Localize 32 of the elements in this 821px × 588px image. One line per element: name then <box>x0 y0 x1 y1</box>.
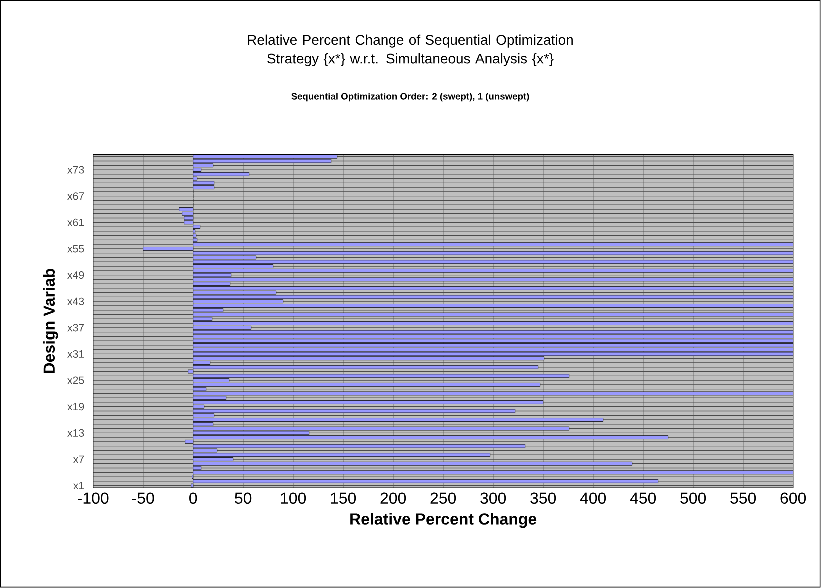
y-tick-label: x67 <box>68 192 84 200</box>
y-tick-label: x73 <box>68 166 84 174</box>
y-tick-label: x49 <box>68 272 84 280</box>
x-tick-label: 100 <box>281 492 306 504</box>
y-tick-label: x7 <box>73 456 84 464</box>
x-tick-label: 400 <box>580 492 606 504</box>
y-axis-title: Design Variab <box>43 269 58 374</box>
x-tick-label: 300 <box>480 492 506 504</box>
y-tick-label: x61 <box>68 218 84 226</box>
x-tick-label: 250 <box>430 492 456 504</box>
y-tick-label: x31 <box>68 350 84 358</box>
x-tick-label: 0 <box>190 492 198 504</box>
x-tick-label: 50 <box>235 492 252 504</box>
y-tick-label: x19 <box>68 403 84 411</box>
x-tick-label: -100 <box>78 492 109 504</box>
x-tick-label: 500 <box>680 492 706 504</box>
x-tick-label: 200 <box>380 492 406 504</box>
y-tick-label: x37 <box>68 324 84 332</box>
x-tick-label: 550 <box>730 492 756 504</box>
x-axis-title: Relative Percent Change <box>350 513 537 528</box>
x-tick-label: -50 <box>132 492 154 504</box>
x-tick-label: 150 <box>331 492 356 504</box>
y-tick-label: x55 <box>68 245 84 253</box>
x-tick-label: 600 <box>780 492 806 504</box>
chart-title: Relative Percent Change of Sequential Optimization Strategy {x*} w.r.t. Simultaneous Analysis {x*} <box>248 34 573 67</box>
x-tick-label: 450 <box>630 492 656 504</box>
y-tick-label: x13 <box>68 429 84 437</box>
chart-subtitle: Sequential Optimization Order: 2 (swept), 1 (unswept) <box>292 92 530 102</box>
y-tick-label: x25 <box>68 376 84 384</box>
x-tick-label: 350 <box>530 492 556 504</box>
y-tick-label: x43 <box>68 298 84 306</box>
y-tick-label: x1 <box>73 482 84 490</box>
